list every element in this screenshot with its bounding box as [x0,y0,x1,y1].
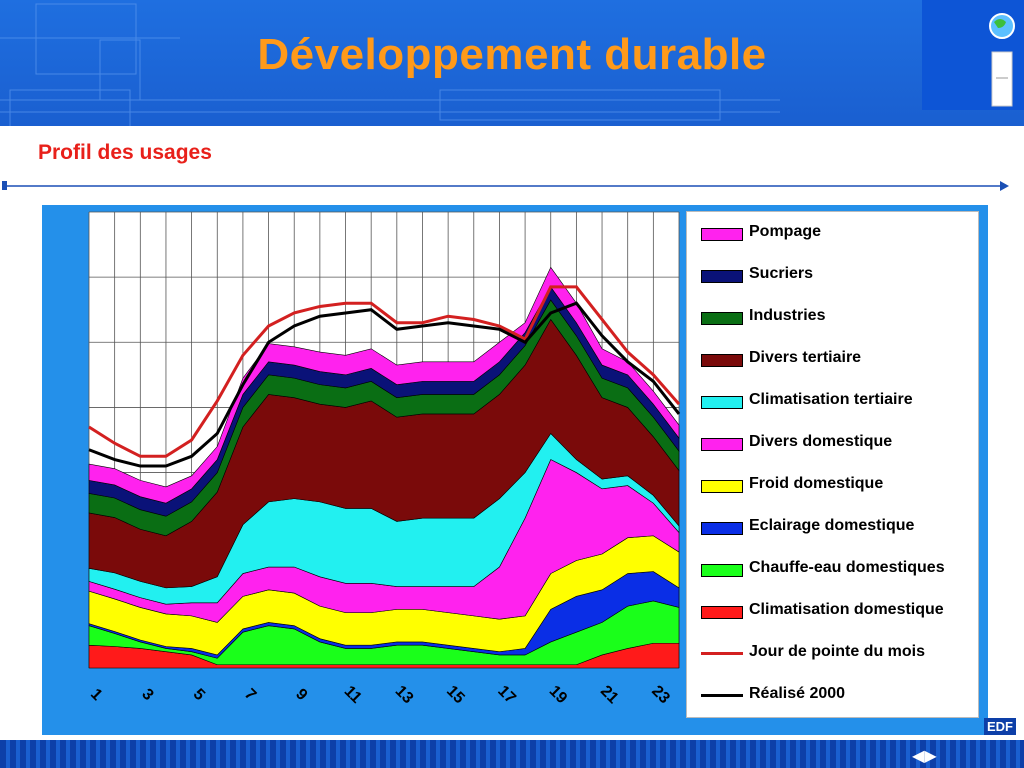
x-axis-ticks: 1 3 5 7 9 11 13 15 17 19 21 23 [87,683,673,708]
footer-bar [0,740,1024,768]
x-tick-label: 17 [494,683,519,708]
globe-icon [989,13,1015,107]
legend-label: Divers domestique [749,433,893,450]
chart-legend: Pompage Sucriers Industries Divers tertiair… [686,211,979,718]
legend-label: Chauffe-eau domestiques [749,559,945,576]
area-chart: 1 3 5 7 9 11 13 15 17 19 21 23 [87,211,681,708]
x-tick-label: 5 [190,686,208,704]
legend-swatch [701,564,743,577]
section-subtitle: Profil des usages [38,141,212,164]
x-tick-label: 11 [341,683,365,707]
legend-label: Divers tertiaire [749,349,862,366]
legend-swatch [701,228,743,241]
next-arrow-icon[interactable]: ▶ [924,748,937,765]
x-tick-label: 3 [138,686,156,704]
legend-line-sample [701,652,743,655]
legend-swatch [701,522,743,535]
legend-swatch [701,312,743,325]
slide-nav[interactable]: ◀▶ [912,746,937,766]
x-tick-label: 13 [392,683,417,708]
legend-swatch [701,438,743,451]
legend-swatch [701,270,743,283]
legend-label: Eclairage domestique [749,517,915,534]
header-grid-decoration [0,3,780,126]
page-title: Développement durable [257,30,767,79]
legend-swatch [701,606,743,619]
line-series-0 [88,285,681,458]
prev-arrow-icon[interactable]: ◀ [912,748,925,765]
x-tick-label: 19 [546,683,571,708]
legend-swatch [701,396,743,409]
x-tick-label: 15 [443,683,468,708]
legend-label: Froid domestique [749,475,884,492]
logo-panel [922,0,1024,110]
legend-label: Pompage [749,223,822,240]
legend-swatch [701,354,743,367]
legend-swatch [701,480,743,493]
chart-lines [88,285,681,468]
legend-label: Réalisé 2000 [749,685,846,702]
legend-label: Industries [749,307,826,324]
legend-label: Jour de pointe du mois [749,643,926,660]
area-series-9 [88,266,680,504]
x-tick-label: 21 [597,683,622,708]
chart-areas [88,266,680,669]
line-series-1 [88,301,681,468]
header-banner: Développement durable [0,0,1024,126]
x-tick-label: 9 [292,686,310,704]
legend-label: Climatisation domestique [749,601,944,618]
legend-line-sample [701,694,743,697]
brand-logo: EDF [984,718,1016,735]
legend-label: Climatisation tertiaire [749,391,913,408]
x-tick-label: 23 [648,683,673,708]
section-divider [2,181,1009,191]
legend-label: Sucriers [749,265,814,282]
x-tick-label: 1 [87,686,105,704]
x-tick-label: 7 [241,686,259,704]
